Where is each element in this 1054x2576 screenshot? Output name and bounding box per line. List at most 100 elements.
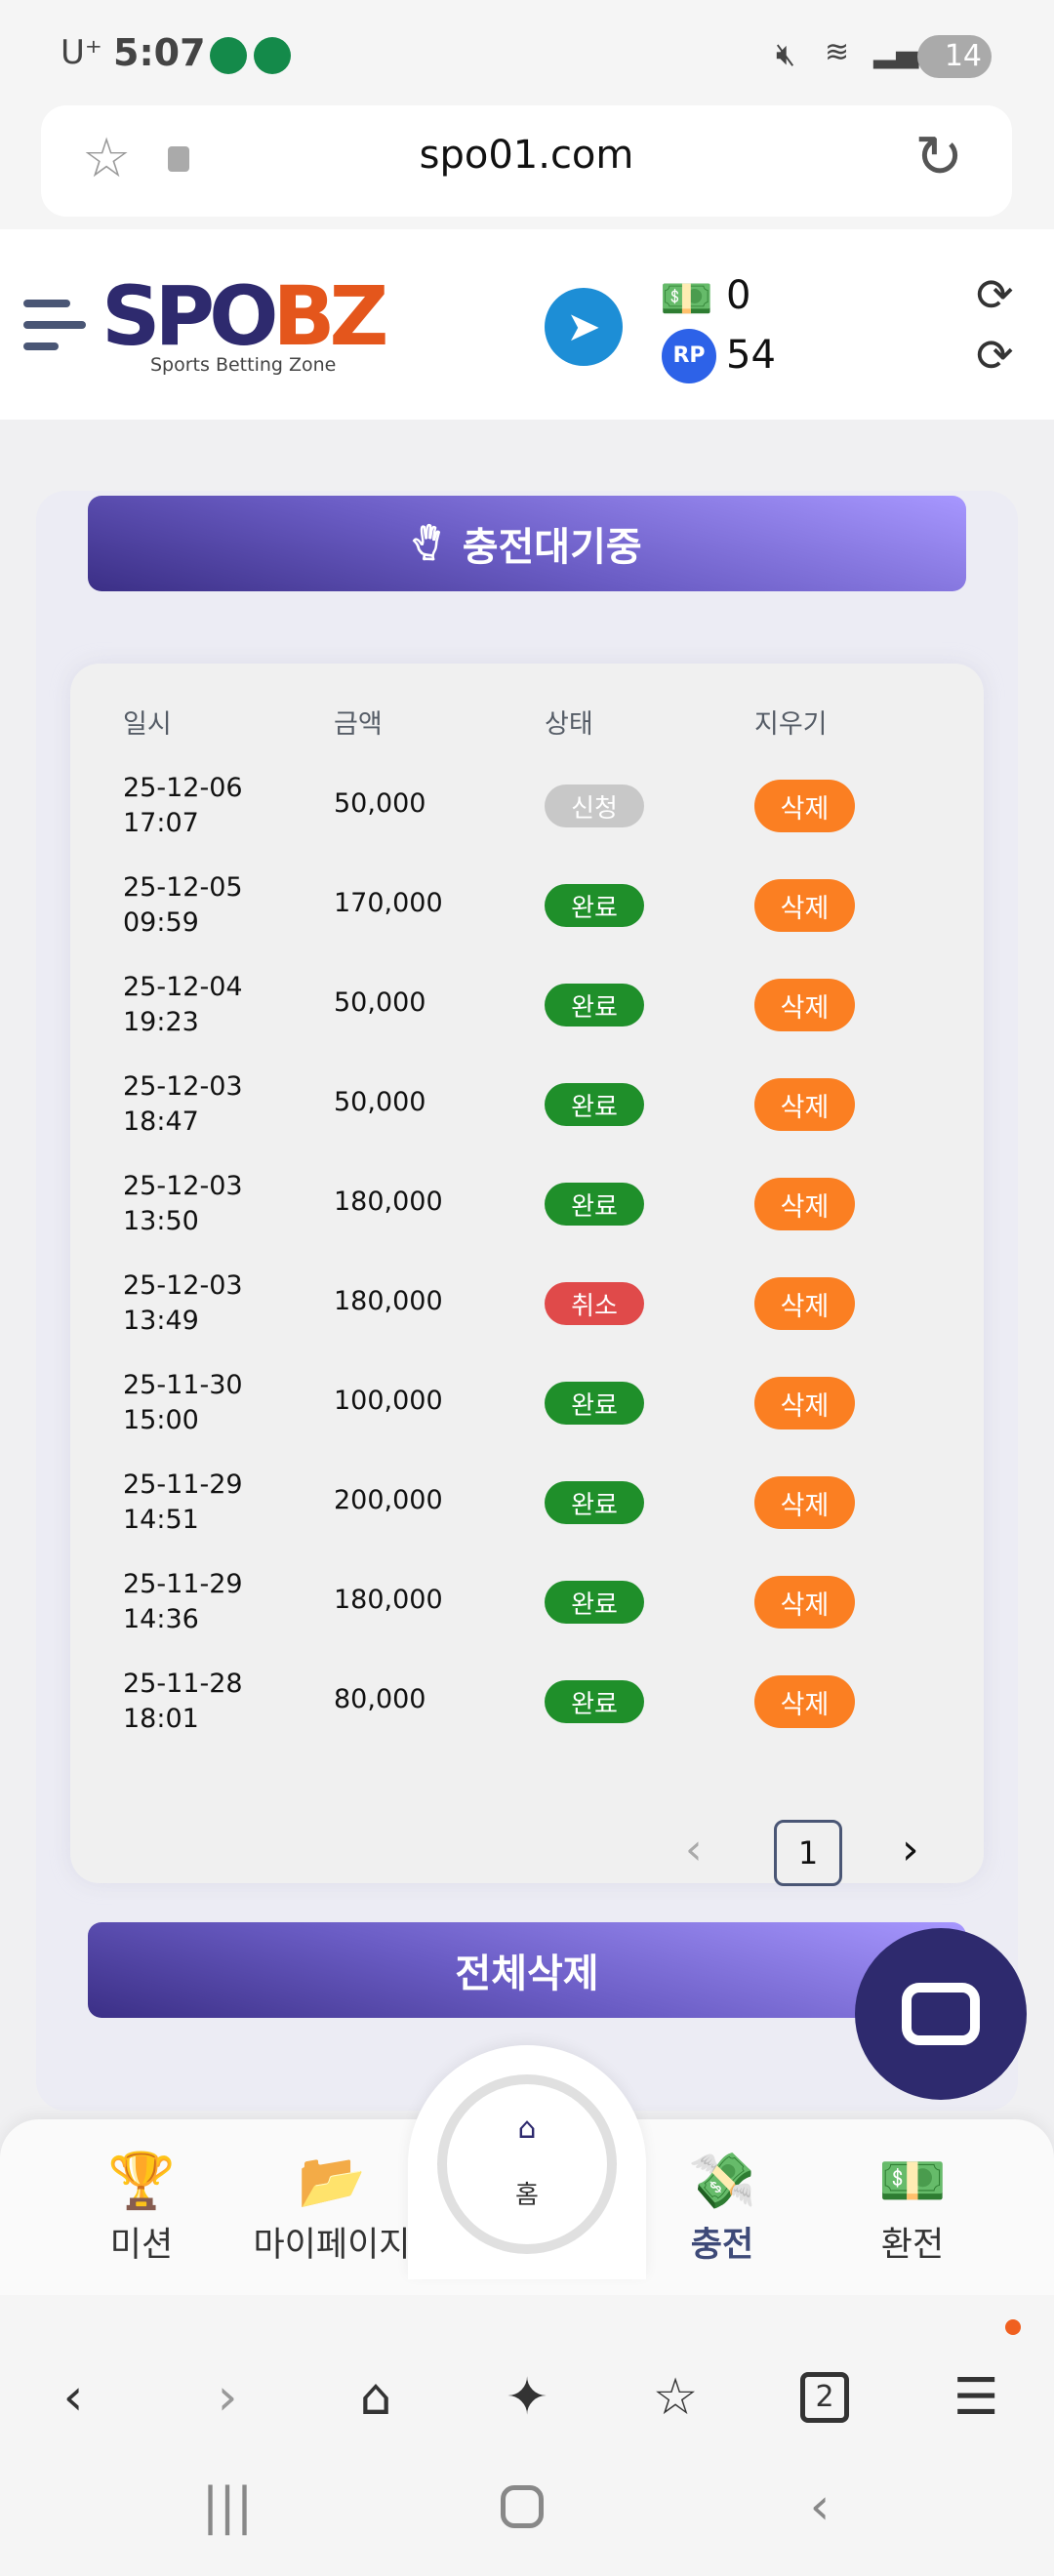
app-notification-icon bbox=[254, 37, 291, 74]
delete-row-button[interactable]: 삭제 bbox=[754, 879, 855, 932]
date-cell: 25-12-03 18:47 bbox=[123, 1071, 243, 1137]
rp-coin-icon: RP bbox=[662, 329, 716, 383]
date-cell: 25-11-28 18:01 bbox=[123, 1669, 243, 1734]
browser-bottom-bar: ‹ › ⌂ ✦ ☆ 2 ☰ ||| ‹ bbox=[0, 2295, 1054, 2576]
nav-label: 홈 bbox=[515, 2181, 539, 2210]
date-cell: 25-12-03 13:49 bbox=[123, 1270, 243, 1336]
amount-cell: 80,000 bbox=[334, 1684, 426, 1714]
delete-row-button[interactable]: 삭제 bbox=[754, 1277, 855, 1330]
battery-indicator: 14 bbox=[917, 35, 992, 78]
bookmark-star-icon[interactable]: ☆ bbox=[82, 127, 132, 190]
nav-label: 마이페이지 bbox=[253, 2226, 411, 2265]
trophy-icon: 🏆 bbox=[107, 2150, 176, 2213]
url-text[interactable]: spo01.com bbox=[419, 133, 634, 178]
nav-label: 환전 bbox=[880, 2226, 945, 2265]
bookmarks-icon[interactable]: ☆ bbox=[652, 2368, 699, 2427]
notification-dot bbox=[1005, 2319, 1021, 2335]
table-row: 25-12-03 18:47 50,000 완료 삭제 bbox=[70, 1069, 984, 1169]
nav-mypage[interactable]: 📂 마이페이지 bbox=[234, 2149, 429, 2267]
status-badge: 취소 bbox=[545, 1282, 644, 1325]
status-badge: 완료 bbox=[545, 1183, 644, 1226]
amount-cell: 200,000 bbox=[334, 1485, 443, 1515]
table-row: 25-12-03 13:50 180,000 완료 삭제 bbox=[70, 1169, 984, 1268]
tabs-button[interactable]: 2 bbox=[800, 2372, 849, 2423]
chat-bubble-icon bbox=[902, 1983, 980, 2045]
delete-row-button[interactable]: 삭제 bbox=[754, 979, 855, 1031]
column-header-delete: 지우기 bbox=[754, 709, 828, 740]
live-chat-button[interactable] bbox=[855, 1928, 1027, 2100]
signal-icon: ▂▄ bbox=[873, 35, 919, 69]
status-badge: 완료 bbox=[545, 1481, 644, 1524]
address-bar[interactable]: ☆ spo01.com ↻ bbox=[41, 105, 1012, 217]
table-row: 25-12-03 13:49 180,000 취소 삭제 bbox=[70, 1268, 984, 1368]
table-row: 25-11-28 18:01 80,000 완료 삭제 bbox=[70, 1667, 984, 1766]
telegram-icon[interactable]: ➤ bbox=[545, 288, 623, 366]
carrier: U⁺ bbox=[61, 33, 102, 72]
column-header-amount: 금액 bbox=[334, 709, 383, 740]
status-badge: 완료 bbox=[545, 1382, 644, 1425]
delete-row-button[interactable]: 삭제 bbox=[754, 1377, 855, 1429]
pagination-prev[interactable]: ‹ bbox=[685, 1825, 703, 1874]
refresh-rp-icon[interactable]: ⟳ bbox=[976, 329, 1014, 382]
home-icon: ⌂ bbox=[517, 2112, 537, 2146]
pagination-page-1[interactable]: 1 bbox=[774, 1820, 842, 1886]
status-bar: U⁺ 5:07 🔇︎ ≋ ▂▄ 14 bbox=[0, 0, 1054, 105]
date-cell: 25-11-30 15:00 bbox=[123, 1370, 243, 1435]
amount-cell: 180,000 bbox=[334, 1585, 443, 1615]
mute-icon: 🔇︎ bbox=[776, 35, 796, 72]
nav-deposit[interactable]: 💸 충전 bbox=[644, 2149, 800, 2267]
delete-all-label: 전체삭제 bbox=[455, 1952, 599, 1996]
delete-all-button[interactable]: 전체삭제 bbox=[88, 1922, 966, 2018]
column-header-date: 일시 bbox=[123, 709, 172, 740]
table-row: 25-12-05 09:59 170,000 완료 삭제 bbox=[70, 870, 984, 970]
nav-label: 미션 bbox=[109, 2226, 174, 2265]
ai-sparkle-icon[interactable]: ✦ bbox=[506, 2368, 548, 2427]
deposit-history-table: 일시 금액 상태 지우기 25-12-06 17:07 50,000 신청 삭제 2… bbox=[70, 664, 984, 1886]
date-cell: 25-11-29 14:36 bbox=[123, 1569, 243, 1634]
delete-row-button[interactable]: 삭제 bbox=[754, 1576, 855, 1629]
table-row: 25-11-29 14:36 180,000 완료 삭제 bbox=[70, 1567, 984, 1667]
menu-icon[interactable]: ☰ bbox=[953, 2368, 999, 2427]
logo[interactable]: SPOBZ Sports Betting Zone bbox=[101, 268, 388, 376]
delete-row-button[interactable]: 삭제 bbox=[754, 1675, 855, 1728]
reload-icon[interactable]: ↻ bbox=[914, 123, 964, 191]
menu-icon[interactable] bbox=[23, 300, 86, 350]
folder-icon: 📂 bbox=[298, 2150, 366, 2213]
table-row: 25-11-30 15:00 100,000 완료 삭제 bbox=[70, 1368, 984, 1468]
nav-label: 충전 bbox=[690, 2226, 754, 2265]
amount-cell: 50,000 bbox=[334, 1087, 426, 1117]
status-badge: 완료 bbox=[545, 1083, 644, 1126]
home-icon[interactable]: ⌂ bbox=[359, 2368, 392, 2427]
delete-row-button[interactable]: 삭제 bbox=[754, 780, 855, 832]
wifi-icon: ≋ bbox=[825, 35, 850, 69]
date-cell: 25-12-03 13:50 bbox=[123, 1171, 243, 1236]
table-row: 25-12-06 17:07 50,000 신청 삭제 bbox=[70, 771, 984, 870]
nav-home[interactable]: ⌂ 홈 bbox=[408, 2045, 646, 2279]
date-cell: 25-11-29 14:51 bbox=[123, 1469, 243, 1535]
site-header: SPOBZ Sports Betting Zone ➤ 💵 0 RP 54 ⟳ … bbox=[0, 229, 1054, 420]
amount-cell: 50,000 bbox=[334, 788, 426, 819]
date-cell: 25-12-05 09:59 bbox=[123, 872, 243, 938]
status-badge: 완료 bbox=[545, 1680, 644, 1723]
delete-row-button[interactable]: 삭제 bbox=[754, 1078, 855, 1131]
recent-apps-icon[interactable]: ||| bbox=[201, 2477, 254, 2536]
delete-row-button[interactable]: 삭제 bbox=[754, 1178, 855, 1230]
deposit-icon: 💸 bbox=[688, 2150, 756, 2213]
table-row: 25-12-04 19:23 50,000 완료 삭제 bbox=[70, 970, 984, 1069]
system-back-icon[interactable]: ‹ bbox=[809, 2477, 831, 2536]
pagination-next[interactable]: › bbox=[902, 1825, 919, 1874]
clock: 5:07 bbox=[113, 31, 206, 74]
forward-icon[interactable]: › bbox=[217, 2368, 238, 2427]
system-home-icon[interactable] bbox=[501, 2485, 544, 2528]
amount-cell: 50,000 bbox=[334, 987, 426, 1018]
cash-balance: 0 bbox=[726, 273, 751, 318]
withdraw-icon: 💵 bbox=[878, 2150, 947, 2213]
amount-cell: 100,000 bbox=[334, 1386, 443, 1416]
nav-mission[interactable]: 🏆 미션 bbox=[63, 2149, 220, 2267]
back-icon[interactable]: ‹ bbox=[62, 2368, 84, 2427]
nav-withdraw[interactable]: 💵 환전 bbox=[834, 2149, 991, 2267]
delete-row-button[interactable]: 삭제 bbox=[754, 1476, 855, 1529]
browser-toolbar: ☆ spo01.com ↻ bbox=[0, 98, 1054, 229]
refresh-cash-icon[interactable]: ⟳ bbox=[976, 268, 1014, 321]
app-notification-icon bbox=[210, 37, 247, 74]
